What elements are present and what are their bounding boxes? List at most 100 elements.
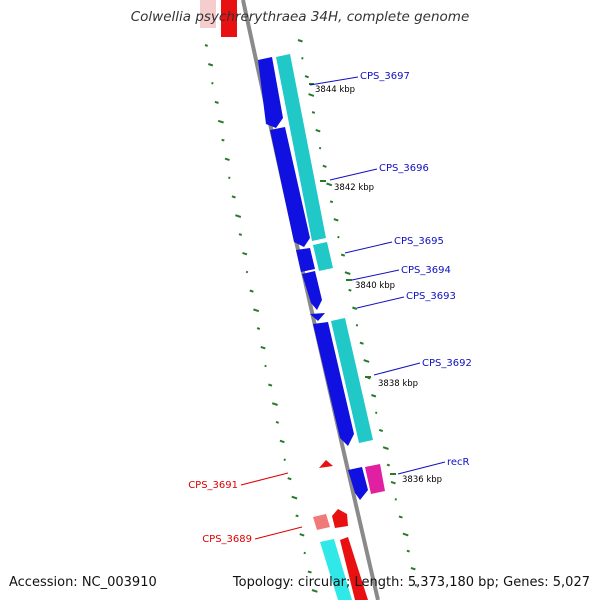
gc-skew-mark — [217, 119, 224, 124]
gc-skew-mark — [352, 306, 358, 310]
gene-label-cps-3695[interactable]: CPS_3695 — [394, 236, 444, 247]
gc-skew-mark — [398, 515, 403, 519]
reverse-gene-labels: CPS_3691 CPS_3689 — [188, 472, 303, 545]
gc-skew-mark — [221, 138, 225, 142]
gc-skew-mark — [287, 477, 292, 481]
gc-skew-mark — [299, 533, 305, 537]
gene-label-cps-3692[interactable]: CPS_3692 — [422, 358, 472, 369]
gene-label-recr[interactable]: recR — [447, 457, 470, 468]
gc-skew-mark — [348, 288, 352, 292]
gc-skew-mark — [291, 495, 298, 500]
gc-skew-mark — [307, 570, 312, 574]
gene-feature-top-reverse — [221, 0, 237, 37]
gc-skew-mark — [238, 233, 243, 236]
gc-skew-mark — [231, 195, 236, 199]
gc-skew-mark — [315, 128, 321, 133]
gene-arrow-cps-3691 — [319, 460, 333, 468]
gc-skew-mark — [303, 551, 306, 555]
gc-skew-mark — [311, 589, 318, 593]
gc-skew-mark — [311, 111, 316, 114]
gene-arrow-recr — [348, 467, 368, 500]
gc-skew-mark — [271, 402, 278, 406]
gc-skew-mark — [275, 420, 280, 424]
gc-skew-mark — [308, 93, 315, 97]
genome-summary-text: Topology: circular; Length: 5,373,180 bp… — [232, 575, 590, 590]
gc-skew-mark — [410, 566, 416, 571]
gc-skew-mark — [295, 514, 299, 518]
rna-feature-recr — [365, 464, 385, 494]
gc-skew-mark — [264, 364, 267, 368]
kbp-label: 3844 kbp — [315, 85, 355, 95]
gc-skew-mark — [297, 39, 303, 43]
gc-skew-mark — [359, 341, 364, 345]
gene-arrow-cps-3693 — [310, 313, 325, 321]
gene-arrow-cps-3697 — [258, 57, 283, 128]
gc-skew-mark — [235, 214, 242, 218]
gc-skew-mark — [283, 458, 286, 461]
cds-band-cps-3692 — [331, 318, 373, 443]
gene-arrow-cps-3695 — [296, 248, 315, 272]
gc-skew-mark — [337, 235, 340, 239]
kbp-ticks: 3844 kbp 3842 kbp 3840 kbp 3838 kbp 3836… — [309, 83, 442, 485]
cds-band-cps-3697 — [276, 54, 326, 241]
gc-skew-mark — [204, 44, 209, 47]
accession-text: Accession: NC_003910 — [9, 575, 157, 590]
gc-skew-mark — [333, 218, 339, 222]
gc-skew-mark — [214, 100, 219, 104]
gc-skew-mark — [304, 75, 309, 79]
gene-label-cps-3697[interactable]: CPS_3697 — [360, 71, 410, 82]
gene-arrow-cps-3696 — [270, 127, 310, 247]
gene-label-cps-3691[interactable]: CPS_3691 — [188, 480, 238, 491]
gc-skew-mark — [414, 584, 418, 587]
gc-skew-mark — [340, 253, 346, 257]
gc-skew-mark — [326, 182, 333, 187]
gc-skew-mark — [228, 176, 231, 180]
forward-gene-labels: CPS_3697 CPS_3696 CPS_3695 CPS_3694 CPS_… — [309, 71, 472, 475]
gene-label-cps-3689[interactable]: CPS_3689 — [202, 534, 252, 545]
gc-skew-mark — [211, 81, 214, 85]
cds-band-cps-3689 — [320, 539, 352, 600]
gc-skew-mark — [329, 200, 334, 204]
gc-skew-mark — [378, 428, 384, 433]
gc-skew-mark — [256, 327, 261, 330]
gene-feature-top-cds — [200, 0, 216, 28]
gc-skew-mark — [318, 146, 322, 150]
gc-skew-mark — [253, 308, 260, 313]
gc-skew-mark — [301, 57, 304, 60]
kbp-label: 3842 kbp — [334, 183, 374, 193]
gene-label-cps-3693[interactable]: CPS_3693 — [406, 291, 456, 302]
gc-skew-mark — [245, 270, 249, 274]
gc-skew-mark — [260, 345, 266, 350]
gc-skew-mark — [406, 549, 410, 553]
gc-skew-mark — [363, 359, 370, 363]
gene-arrow-cps-3689 — [340, 537, 368, 600]
gc-skew-mark — [402, 532, 409, 537]
map-title: Colwellia psychrerythraea 34H, complete … — [130, 9, 470, 25]
gc-skew-mark — [249, 289, 254, 293]
gc-skew-track — [204, 39, 418, 593]
gc-skew-mark — [207, 63, 214, 67]
gc-skew-mark — [344, 271, 351, 275]
gene-arrow-cps-3692 — [313, 322, 354, 446]
gc-skew-mark — [394, 498, 398, 501]
gc-skew-mark — [382, 446, 389, 450]
gc-skew-mark — [386, 463, 391, 467]
kbp-label: 3838 kbp — [378, 379, 418, 389]
gene-label-cps-3696[interactable]: CPS_3696 — [379, 163, 429, 174]
gc-skew-mark — [390, 480, 396, 485]
gc-skew-mark — [268, 383, 273, 387]
gc-skew-mark — [224, 157, 230, 162]
gene-label-cps-3694[interactable]: CPS_3694 — [401, 265, 451, 276]
gc-skew-mark — [355, 324, 359, 327]
gc-skew-mark — [322, 164, 327, 168]
gene-arrow-cps-3694 — [302, 271, 322, 310]
kbp-label: 3836 kbp — [402, 475, 442, 485]
cds-band-cps-3695 — [313, 242, 333, 271]
cds-band-cps-3690 — [313, 514, 330, 530]
gc-skew-mark — [371, 394, 377, 398]
gc-skew-mark — [242, 251, 248, 256]
gene-arrow-cps-3690 — [332, 509, 348, 528]
kbp-label: 3840 kbp — [355, 281, 395, 291]
